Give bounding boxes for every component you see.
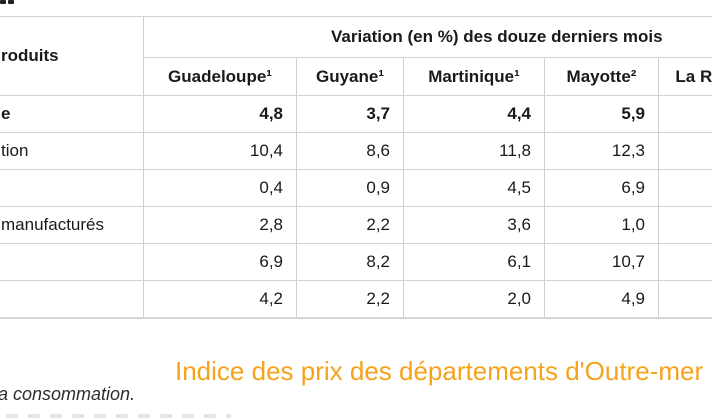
- table-cell-value: 1,0: [544, 206, 659, 244]
- products-column-header: roduits: [0, 16, 144, 96]
- footnote-text-fragment: la consommation.: [0, 384, 136, 404]
- column-header-la-reunion: La Réunion¹: [658, 57, 712, 96]
- row-label: [0, 169, 144, 207]
- table-cell-value: 4,5: [403, 169, 545, 207]
- table-row: 4,2 2,2 2,0 4,9: [0, 280, 712, 319]
- table-cell-value: 8,2: [296, 243, 404, 281]
- table-cell-value: [658, 132, 712, 170]
- row-label: manufacturés: [0, 206, 144, 244]
- table-cell-value: 6,9: [544, 169, 659, 207]
- section-title: Indice des prix des départements d'Outre…: [175, 356, 704, 386]
- table-cell-value: 12,3: [544, 132, 659, 170]
- row-label: [0, 280, 144, 319]
- table-cell-value: 11,8: [403, 132, 545, 170]
- row-label: [0, 243, 144, 281]
- table-cell-value: 2,2: [296, 206, 404, 244]
- column-header-guyane: Guyane¹: [296, 57, 404, 96]
- variation-group-header: Variation (en %) des douze derniers mois: [142, 16, 712, 58]
- table-row: manufacturés 2,8 2,2 3,6 1,0: [0, 206, 712, 244]
- table-cell-value: 2,8: [143, 206, 297, 244]
- table-row: e 4,8 3,7 4,4 5,9: [0, 95, 712, 133]
- row-label: e: [0, 95, 144, 133]
- row-label: tion: [0, 132, 144, 170]
- table-cell-value: 4,4: [403, 95, 545, 133]
- table-cell-value: 10,4: [143, 132, 297, 170]
- table-cell-value: [658, 280, 712, 319]
- table-cell-value: 6,9: [143, 243, 297, 281]
- clipped-text-remnant: [8, 0, 14, 4]
- table-cell-value: 4,2: [143, 280, 297, 319]
- table-cell-value: 2,2: [296, 280, 404, 319]
- table-row: 6,9 8,2 6,1 10,7: [0, 243, 712, 281]
- table-cell-value: 0,4: [143, 169, 297, 207]
- table-row: 0,4 0,9 4,5 6,9: [0, 169, 712, 207]
- column-header-martinique: Martinique¹: [403, 57, 545, 96]
- table-cell-value: 4,8: [143, 95, 297, 133]
- table-cell-value: 5,9: [544, 95, 659, 133]
- table-cell-value: 8,6: [296, 132, 404, 170]
- table-cell-value: 2,0: [403, 280, 545, 319]
- price-variation-table: roduits Variation (en %) des douze derni…: [0, 16, 712, 319]
- table-cell-value: [658, 206, 712, 244]
- table-cell-value: 3,6: [403, 206, 545, 244]
- clipped-text-remnant: [0, 0, 6, 4]
- table-cell-value: [658, 243, 712, 281]
- table-cell-value: 6,1: [403, 243, 545, 281]
- table-cell-value: 10,7: [544, 243, 659, 281]
- column-header-mayotte: Mayotte²: [544, 57, 659, 96]
- table-cell-value: 4,9: [544, 280, 659, 319]
- table-row: tion 10,4 8,6 11,8 12,3: [0, 132, 712, 170]
- table-cell-value: 3,7: [296, 95, 404, 133]
- table-cell-value: [658, 169, 712, 207]
- column-header-guadeloupe: Guadeloupe¹: [143, 57, 297, 96]
- table-cell-value: [658, 95, 712, 133]
- table-cell-value: 0,9: [296, 169, 404, 207]
- clipped-bottom-text-fragment: [6, 414, 231, 418]
